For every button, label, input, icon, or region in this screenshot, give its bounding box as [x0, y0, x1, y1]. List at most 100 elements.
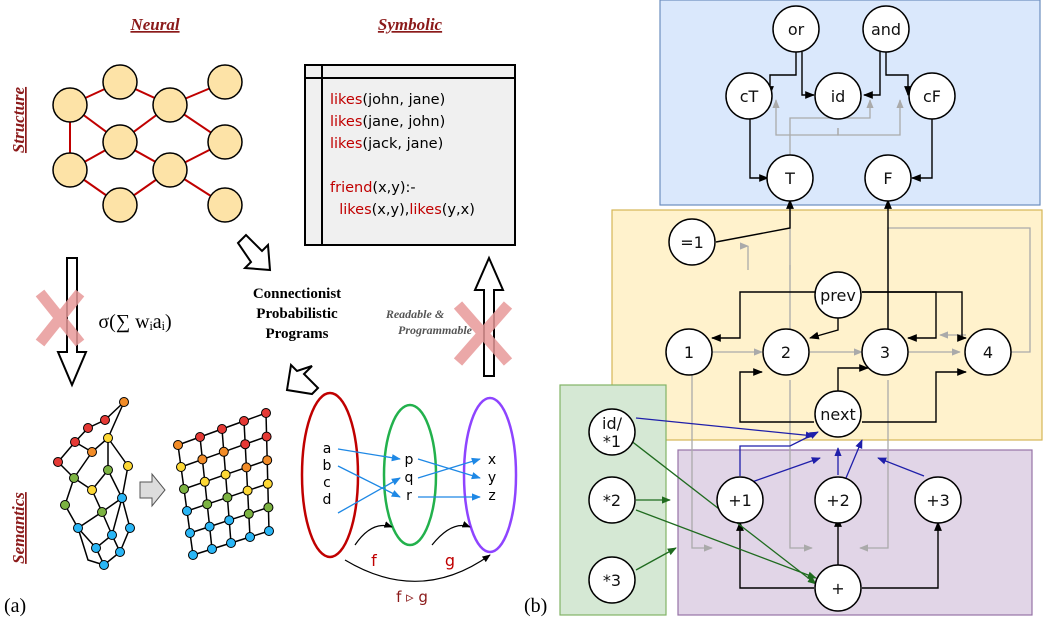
mesh-node	[182, 506, 192, 516]
arrow-to-center-from-sets	[285, 362, 320, 396]
node-F-label: F	[883, 169, 892, 188]
code-lines: likes(john, jane) likes(jane, john) likes(…	[330, 92, 475, 218]
mesh-node	[239, 416, 249, 426]
mesh-node	[261, 431, 272, 442]
mesh-node	[179, 484, 189, 494]
mesh-node	[241, 462, 252, 473]
set-element: y	[488, 470, 496, 486]
panel-a: Neural Symbolic Structure Semantics	[4, 15, 518, 617]
mesh-node	[176, 462, 186, 472]
mesh-node	[243, 508, 254, 519]
mesh-node	[197, 454, 208, 465]
mesh-node	[220, 469, 231, 480]
cross-mark-right	[453, 301, 513, 366]
node-and	[862, 5, 910, 53]
mesh-node	[199, 476, 210, 487]
center-text-2: Probabilistic	[256, 306, 338, 322]
mesh-node	[188, 550, 198, 560]
mesh-node	[262, 455, 273, 466]
node-prev-label: prev	[820, 286, 856, 305]
graph-nodes	[588, 5, 1012, 612]
set-element: c	[323, 475, 331, 491]
set-element: z	[488, 488, 495, 504]
code-line: likes(jack, jane)	[330, 136, 443, 152]
panel-b-label: (b)	[524, 595, 547, 617]
node-or-label: or	[788, 20, 805, 39]
panel-b: or and cT id cF T F =1 prev 1 2 3 4 next…	[524, 0, 1043, 617]
neural-nodes	[52, 64, 243, 223]
mesh-node	[218, 446, 229, 457]
node-p1-label: +1	[728, 491, 752, 510]
header-symbolic: Symbolic	[378, 15, 443, 34]
set-element: r	[406, 488, 412, 504]
node-id1	[588, 408, 636, 456]
mesh-node	[202, 499, 213, 510]
mesh-node	[263, 502, 274, 513]
node-cF	[908, 72, 956, 120]
mesh-node	[204, 521, 215, 532]
activation-formula: σ(∑ wᵢaᵢ)	[98, 311, 171, 333]
node-4-label: 4	[983, 343, 993, 362]
mesh-node	[245, 532, 255, 542]
node-plus-label: +	[831, 579, 844, 598]
neural-network	[69, 81, 226, 206]
node-2	[762, 328, 810, 376]
set-diagram	[300, 391, 518, 582]
node-p2	[814, 476, 862, 524]
node-p3-label: +3	[926, 491, 950, 510]
node-next	[814, 390, 862, 438]
function-label-f: f	[371, 551, 377, 570]
mesh-node	[195, 432, 205, 442]
mesh-node	[207, 544, 217, 554]
code-box	[304, 64, 516, 246]
node-id1-label-a: id/	[602, 414, 623, 433]
node-cT	[725, 72, 773, 120]
row-label-structure: Structure	[9, 86, 28, 153]
mesh-node	[261, 408, 271, 418]
node-3-label: 3	[880, 343, 890, 362]
code-line: likes(john, jane)	[330, 92, 445, 108]
mesh-node	[224, 515, 235, 526]
set-element: d	[323, 492, 332, 508]
down-hollow-arrow	[56, 257, 88, 388]
header-neural: Neural	[129, 15, 179, 34]
node-F	[864, 154, 912, 202]
node-id-label: id	[831, 87, 846, 106]
function-label-composed: f ▹ g	[396, 588, 428, 606]
mesh-node	[217, 424, 227, 434]
set-element: b	[323, 458, 332, 474]
node-1	[665, 328, 713, 376]
row-label-semantics: Semantics	[9, 492, 28, 564]
arrow-to-center-from-net	[236, 233, 272, 272]
node-T-label: T	[784, 169, 795, 188]
mesh-node	[222, 492, 233, 503]
node-3	[861, 328, 909, 376]
node-id	[814, 72, 862, 120]
readable-line-1: Readable &	[385, 307, 445, 321]
graph-node-labels: or and cT id cF T F =1 prev 1 2 3 4 next…	[602, 20, 993, 598]
node-m2-label: *2	[603, 491, 621, 510]
mesh-node	[240, 439, 251, 450]
node-or	[772, 5, 820, 53]
readable-line-2: Programmable	[398, 323, 473, 337]
node-eq1-label: =1	[680, 233, 704, 252]
set-element: q	[405, 470, 414, 486]
node-m3	[588, 556, 636, 604]
blue-edges	[635, 417, 925, 483]
node-m3-label: *3	[603, 571, 621, 590]
set-element: x	[488, 452, 496, 468]
node-1-label: 1	[684, 343, 694, 362]
mesh-node	[242, 485, 253, 496]
node-T	[766, 154, 814, 202]
set-right-ellipse	[462, 396, 518, 554]
node-2-label: 2	[781, 343, 791, 362]
set-element: p	[405, 452, 414, 468]
node-p3	[914, 476, 962, 524]
mesh-transform-arrow	[139, 472, 166, 508]
code-line: likes(jane, john)	[330, 114, 445, 130]
center-text-1: Connectionist	[253, 286, 341, 302]
node-p1	[716, 476, 764, 524]
set-left-ellipse	[300, 391, 360, 559]
mesh-node	[264, 526, 274, 536]
